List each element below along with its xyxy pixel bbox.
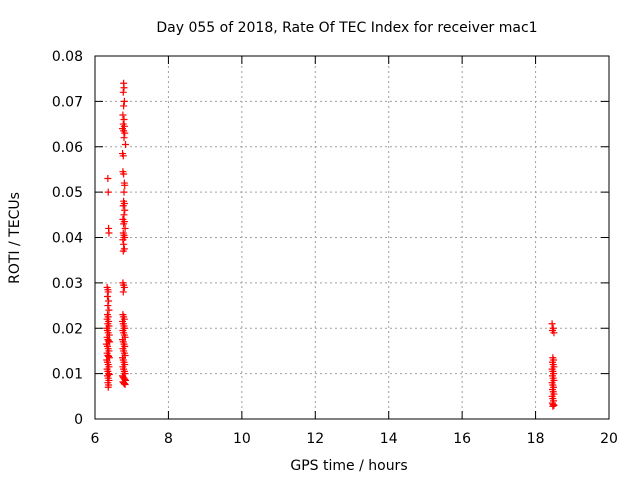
data-point (120, 380, 128, 388)
data-point (104, 188, 112, 196)
chart-title: Day 055 of 2018, Rate Of TEC Index for r… (156, 20, 537, 36)
data-point (120, 188, 128, 196)
x-tick-label: 8 (164, 431, 173, 447)
data-point (103, 292, 111, 300)
data-point (549, 402, 557, 410)
data-point (104, 383, 112, 391)
data-point (120, 102, 128, 110)
data-point (120, 240, 128, 248)
y-tick-label: 0.05 (52, 185, 83, 201)
data-point (119, 247, 127, 255)
data-point (119, 202, 127, 210)
data-point (120, 220, 128, 228)
y-tick-label: 0.08 (52, 49, 83, 65)
data-point (105, 306, 113, 314)
data-point (105, 229, 113, 237)
data-point (121, 224, 129, 232)
data-point (120, 116, 128, 124)
y-tick-label: 0.06 (52, 140, 83, 156)
grid-lines (95, 56, 609, 419)
data-point (120, 134, 128, 142)
data-point (121, 140, 129, 148)
data-point (550, 329, 558, 337)
x-axis-label: GPS time / hours (290, 458, 407, 474)
data-point (104, 175, 112, 183)
y-tick-label: 0.03 (52, 276, 83, 292)
data-point (119, 152, 127, 160)
x-tick-label: 10 (233, 431, 251, 447)
data-point (121, 181, 129, 189)
x-tick-label: 16 (453, 431, 471, 447)
data-point (120, 283, 128, 291)
x-tick-label: 18 (527, 431, 545, 447)
data-point (104, 302, 112, 310)
x-tick-label: 20 (600, 431, 618, 447)
y-axis-label: ROTI / TECUs (7, 192, 23, 284)
data-point (105, 352, 113, 360)
data-point (121, 381, 129, 389)
axis-ticks: 6 8 10 12 14 16 18 20 0 0.01 0.02 0.03 0.04 0.05 0.06 0… (52, 49, 618, 447)
data-point (120, 84, 128, 92)
data-point (120, 211, 128, 219)
y-tick-label: 0.04 (52, 231, 83, 247)
y-tick-label: 0.07 (52, 94, 83, 110)
y-tick-label: 0 (74, 412, 83, 428)
x-tick-label: 6 (91, 431, 100, 447)
data-points (102, 79, 558, 410)
data-point (119, 111, 127, 119)
x-tick-label: 12 (306, 431, 324, 447)
data-point (104, 288, 112, 296)
data-point (548, 320, 556, 328)
x-tick-label: 14 (380, 431, 398, 447)
data-point (120, 97, 128, 105)
data-point (121, 129, 129, 137)
data-point (119, 236, 127, 244)
data-point (550, 401, 558, 409)
data-point (121, 206, 129, 214)
y-tick-label: 0.02 (52, 321, 83, 337)
data-point (119, 88, 127, 96)
data-point (119, 288, 127, 296)
data-point (105, 297, 113, 305)
data-point (120, 170, 128, 178)
y-tick-label: 0.01 (52, 367, 83, 383)
